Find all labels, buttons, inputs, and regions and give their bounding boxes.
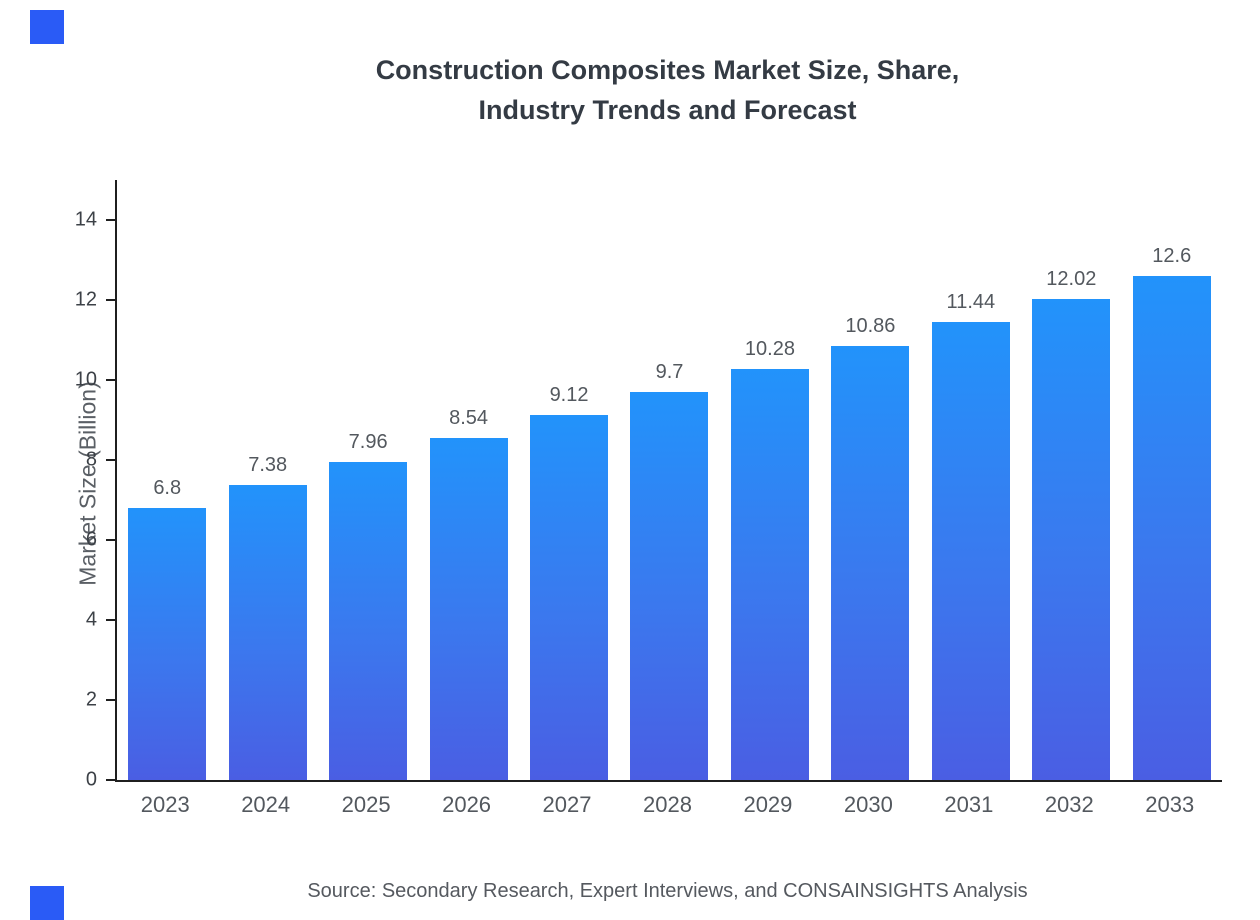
y-tick-mark — [106, 699, 115, 701]
y-tick-label-6: 6 — [85, 528, 97, 551]
brand-square-bottom-left — [30, 886, 64, 920]
bar-slot: 7.38 — [218, 180, 318, 780]
brand-square-top-left — [30, 10, 64, 44]
bar-2025: 7.96 — [329, 431, 408, 780]
bar-slot: 10.86 — [820, 180, 920, 780]
bar-slot: 11.44 — [921, 180, 1021, 780]
bar-2028: 9.7 — [630, 361, 709, 780]
y-tick-label-8: 8 — [85, 448, 97, 471]
y-tick-mark — [106, 219, 115, 221]
bar-value-label: 12.6 — [1152, 245, 1192, 267]
x-tick-label-2023: 2023 — [140, 792, 190, 817]
bar-value-label: 9.12 — [549, 384, 589, 406]
bar-value-label: 7.38 — [248, 454, 288, 476]
x-tick-label-2024: 2024 — [241, 792, 291, 817]
bar-slot: 9.12 — [519, 180, 619, 780]
bar-slot: 7.96 — [318, 180, 418, 780]
y-tick-mark — [106, 619, 115, 621]
bar-2026: 8.54 — [429, 407, 508, 780]
x-tick-label-2029: 2029 — [743, 792, 793, 817]
x-tick-label-2033: 2033 — [1145, 792, 1195, 817]
bar-2024: 7.38 — [228, 454, 307, 780]
x-tick-label-2028: 2028 — [643, 792, 692, 817]
plot-area: 6.8 7.38 7.96 8.54 9.12 9.7 10.28 10.86 11.44 12.… — [115, 180, 1222, 782]
bar-slot: 9.7 — [619, 180, 719, 780]
bar-2029: 10.28 — [730, 338, 809, 780]
bar-2030: 10.86 — [831, 315, 910, 780]
bar-slot: 6.8 — [117, 180, 217, 780]
chart-title-line2: Industry Trends and Forecast — [478, 95, 857, 125]
bar-2033: 12.6 — [1132, 245, 1211, 780]
bar-value-label: 6.8 — [153, 477, 182, 499]
y-tick-mark — [106, 299, 115, 301]
chart-title-line1: Construction Composites Market Size, Sha… — [375, 55, 960, 85]
y-tick-mark — [106, 379, 115, 381]
bar-2032: 12.02 — [1032, 268, 1111, 780]
bar-value-label: 7.96 — [348, 431, 388, 453]
x-tick-label-2031: 2031 — [944, 792, 994, 817]
y-axis-ticks: 0 2 4 6 8 10 12 14 — [0, 180, 115, 791]
y-tick-label-14: 14 — [74, 208, 97, 231]
y-tick-label-0: 0 — [85, 768, 97, 791]
y-tick-mark — [106, 539, 115, 541]
bar-value-label: 10.28 — [744, 338, 795, 360]
x-tick-label-2032: 2032 — [1044, 792, 1094, 817]
bar-slot: 12.02 — [1021, 180, 1121, 780]
y-tick-label-4: 4 — [85, 608, 97, 631]
bar-value-label: 10.86 — [845, 315, 896, 337]
bars-container: 6.8 7.38 7.96 8.54 9.12 9.7 10.28 10.86 11.44 12.… — [117, 180, 1222, 780]
bar-2031: 11.44 — [931, 291, 1010, 780]
x-tick-label-2026: 2026 — [442, 792, 492, 817]
x-tick-label-2027: 2027 — [542, 792, 592, 817]
bar-value-label: 11.44 — [946, 291, 996, 313]
x-tick-label-2030: 2030 — [843, 792, 893, 817]
chart-title: Construction Composites Market Size, Sha… — [115, 50, 1220, 130]
y-tick-label-12: 12 — [74, 288, 97, 311]
bar-slot: 10.28 — [720, 180, 820, 780]
bar-2027: 9.12 — [530, 384, 609, 780]
bar-slot: 8.54 — [419, 180, 519, 780]
bar-value-label: 8.54 — [449, 407, 489, 429]
y-tick-label-10: 10 — [74, 368, 97, 391]
x-axis-labels: 2023 2024 2025 2026 2027 2028 2029 2030 2031 2032… — [115, 792, 1220, 818]
y-tick-mark — [106, 779, 115, 781]
x-tick-label-2025: 2025 — [341, 792, 391, 817]
bar-2023: 6.8 — [128, 477, 207, 780]
y-tick-label-2: 2 — [85, 688, 97, 711]
bar-value-label: 12.02 — [1046, 268, 1097, 290]
y-tick-mark — [106, 459, 115, 461]
bar-value-label: 9.7 — [655, 361, 684, 383]
source-note: Source: Secondary Research, Expert Inter… — [307, 880, 1028, 902]
bar-slot: 12.6 — [1122, 180, 1222, 780]
